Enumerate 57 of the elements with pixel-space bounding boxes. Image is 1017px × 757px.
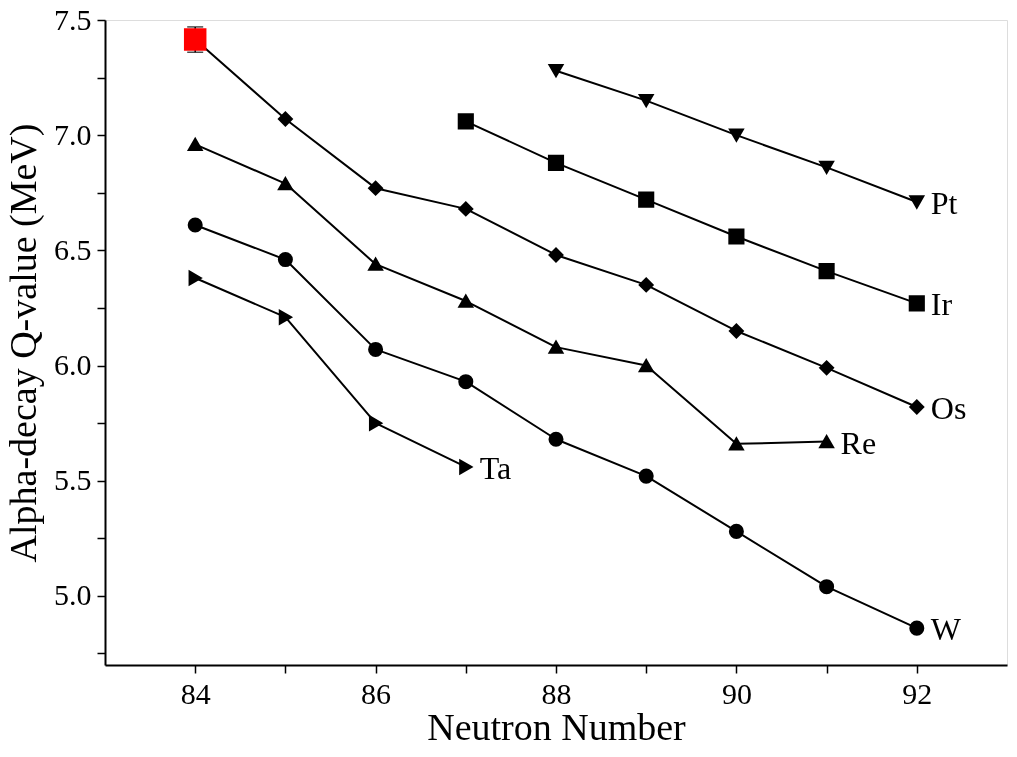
point (638, 191, 655, 208)
point (458, 374, 474, 390)
point (277, 252, 293, 268)
point (368, 341, 384, 357)
series-label: Pt (930, 184, 958, 221)
series-label: Os (930, 390, 967, 426)
series-label: Re (840, 424, 877, 461)
point (909, 620, 925, 636)
x-tick-label: 86 (361, 676, 392, 710)
series-label: Ir (930, 286, 953, 323)
y-tick-label: 6.0 (54, 348, 92, 382)
point (278, 309, 293, 325)
y-tick-label: 5.0 (54, 578, 92, 612)
point (368, 257, 384, 271)
point (909, 399, 925, 415)
point (188, 270, 202, 286)
y-tick-label: 5.5 (54, 463, 92, 497)
point (728, 523, 744, 539)
point (728, 228, 745, 245)
point (548, 64, 564, 78)
point (368, 415, 383, 431)
y-axis-title: Alpha-decay Q-value (MeV) (2, 123, 45, 563)
series-label: Ta (479, 449, 512, 486)
y-tick-label: 7.0 (54, 117, 92, 151)
x-tick-label: 92 (902, 676, 933, 710)
point (909, 195, 925, 209)
point (728, 128, 744, 142)
point (548, 247, 564, 263)
point (638, 93, 654, 108)
x-tick-label: 90 (721, 676, 752, 710)
point (277, 176, 293, 191)
point (638, 358, 654, 373)
point (459, 459, 473, 475)
point (818, 263, 835, 280)
series-label: W (930, 611, 962, 648)
point (728, 437, 744, 451)
point (638, 277, 654, 293)
point (458, 294, 474, 308)
point (548, 431, 564, 447)
point (548, 340, 564, 354)
point (368, 180, 384, 196)
point (187, 137, 203, 152)
x-tick-label: 84 (180, 676, 211, 710)
y-tick-label: 6.5 (54, 232, 92, 266)
point (458, 201, 474, 217)
point (728, 323, 744, 339)
point (547, 154, 565, 171)
point (187, 217, 203, 233)
point (638, 468, 654, 484)
point (819, 360, 835, 376)
point (908, 295, 925, 312)
point (819, 160, 835, 175)
point (819, 434, 835, 449)
point (457, 113, 474, 130)
point (819, 579, 835, 595)
y-tick-label: 7.5 (54, 2, 92, 36)
point (277, 111, 293, 127)
